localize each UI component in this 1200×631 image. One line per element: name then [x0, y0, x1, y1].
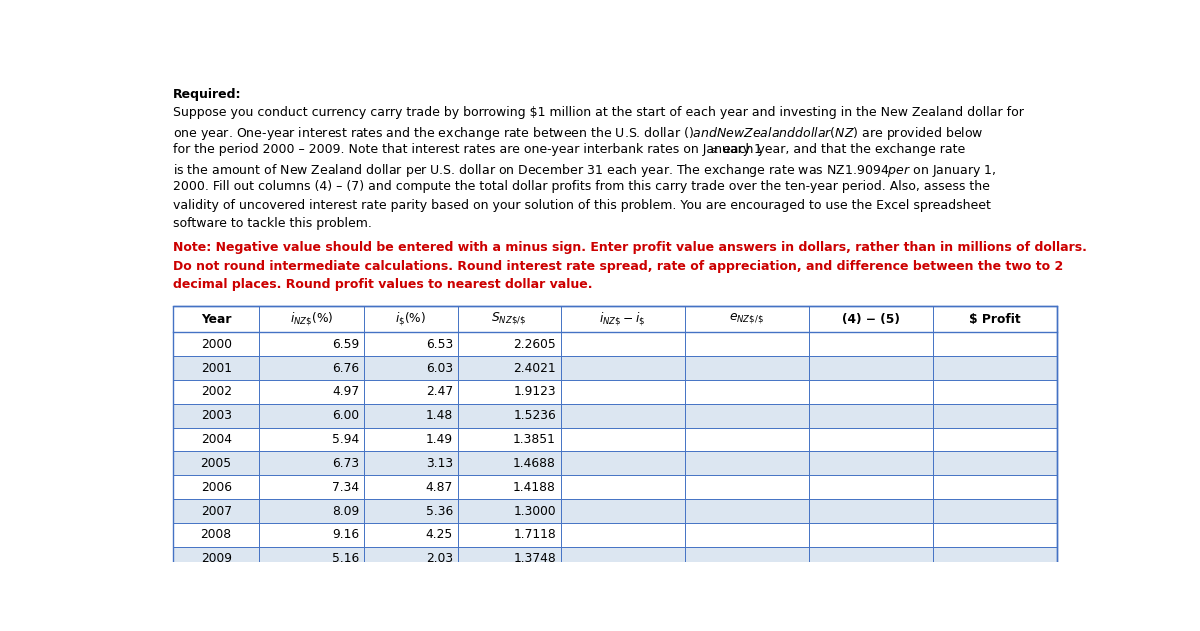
Bar — [173, 452, 1057, 475]
Text: Suppose you conduct currency carry trade by borrowing $1 million at the start of: Suppose you conduct currency carry trade… — [173, 107, 1024, 119]
Text: one year. One-year interest rates and the exchange rate between the U.S. dollar : one year. One-year interest rates and th… — [173, 125, 984, 142]
Text: 2009: 2009 — [200, 552, 232, 565]
Bar — [173, 546, 1057, 570]
Text: Note: Negative value should be entered with a minus sign. Enter profit value ans: Note: Negative value should be entered w… — [173, 241, 1087, 254]
Text: 9.16: 9.16 — [332, 528, 360, 541]
Text: 4.25: 4.25 — [426, 528, 452, 541]
Text: st: st — [710, 146, 719, 155]
Text: $ Profit: $ Profit — [968, 312, 1020, 326]
Text: 6.73: 6.73 — [332, 457, 360, 470]
Text: 6.00: 6.00 — [332, 410, 360, 422]
Text: 1.3851: 1.3851 — [514, 433, 556, 446]
Text: 2001: 2001 — [200, 362, 232, 375]
Text: 4.97: 4.97 — [332, 386, 360, 398]
Text: 3.13: 3.13 — [426, 457, 452, 470]
Text: 2003: 2003 — [200, 410, 232, 422]
Text: 2005: 2005 — [200, 457, 232, 470]
Bar — [173, 306, 1057, 570]
Text: 1.49: 1.49 — [426, 433, 452, 446]
Text: 1.5236: 1.5236 — [514, 410, 556, 422]
Text: 5.36: 5.36 — [426, 505, 452, 517]
Text: 1.7118: 1.7118 — [514, 528, 556, 541]
Text: 2.03: 2.03 — [426, 552, 452, 565]
Text: 5.16: 5.16 — [332, 552, 360, 565]
Text: 2000: 2000 — [200, 338, 232, 351]
Text: 2.47: 2.47 — [426, 386, 452, 398]
Text: 1.3748: 1.3748 — [514, 552, 556, 565]
Text: $i_{\$}(\%)$: $i_{\$}(\%)$ — [395, 310, 426, 328]
Text: 1.4688: 1.4688 — [514, 457, 556, 470]
Text: 6.59: 6.59 — [332, 338, 360, 351]
Text: Do not round intermediate calculations. Round interest rate spread, rate of appr: Do not round intermediate calculations. … — [173, 259, 1063, 273]
Bar — [173, 357, 1057, 380]
Text: 7.34: 7.34 — [332, 481, 360, 493]
Text: 2006: 2006 — [200, 481, 232, 493]
Text: Required:: Required: — [173, 88, 241, 101]
Text: $i_{NZ\$}-i_{\$}$: $i_{NZ\$}-i_{\$}$ — [599, 310, 646, 328]
Text: Year: Year — [200, 312, 232, 326]
Text: 1.9123: 1.9123 — [514, 386, 556, 398]
Text: 6.53: 6.53 — [426, 338, 452, 351]
Text: 2002: 2002 — [200, 386, 232, 398]
Text: 2.2605: 2.2605 — [514, 338, 556, 351]
Text: 6.03: 6.03 — [426, 362, 452, 375]
Text: 2.4021: 2.4021 — [514, 362, 556, 375]
Text: 5.94: 5.94 — [332, 433, 360, 446]
Text: 2007: 2007 — [200, 505, 232, 517]
Bar — [173, 404, 1057, 428]
Text: decimal places. Round profit values to nearest dollar value.: decimal places. Round profit values to n… — [173, 278, 593, 291]
Text: 2008: 2008 — [200, 528, 232, 541]
Bar — [173, 499, 1057, 523]
Text: each year, and that the exchange rate: each year, and that the exchange rate — [719, 143, 966, 156]
Text: 6.76: 6.76 — [332, 362, 360, 375]
Text: 2004: 2004 — [200, 433, 232, 446]
Text: 1.4188: 1.4188 — [514, 481, 556, 493]
Text: 1.3000: 1.3000 — [514, 505, 556, 517]
Text: 1.48: 1.48 — [426, 410, 452, 422]
Text: $i_{NZ\$}(\%)$: $i_{NZ\$}(\%)$ — [290, 310, 334, 328]
Text: $e_{NZ\$/\$}$: $e_{NZ\$/\$}$ — [730, 312, 764, 326]
Text: (4) − (5): (4) − (5) — [841, 312, 900, 326]
Text: $S_{NZ\$/\$}$: $S_{NZ\$/\$}$ — [492, 310, 527, 327]
Text: software to tackle this problem.: software to tackle this problem. — [173, 217, 372, 230]
Text: validity of uncovered interest rate parity based on your solution of this proble: validity of uncovered interest rate pari… — [173, 199, 991, 211]
Text: 4.87: 4.87 — [426, 481, 452, 493]
Text: is the amount of New Zealand dollar per U.S. dollar on December 31 each year. Th: is the amount of New Zealand dollar per … — [173, 162, 996, 179]
Text: 8.09: 8.09 — [332, 505, 360, 517]
Text: 2000. Fill out columns (4) – (7) and compute the total dollar profits from this : 2000. Fill out columns (4) – (7) and com… — [173, 180, 990, 193]
Text: for the period 2000 – 2009. Note that interest rates are one-year interbank rate: for the period 2000 – 2009. Note that in… — [173, 143, 762, 156]
